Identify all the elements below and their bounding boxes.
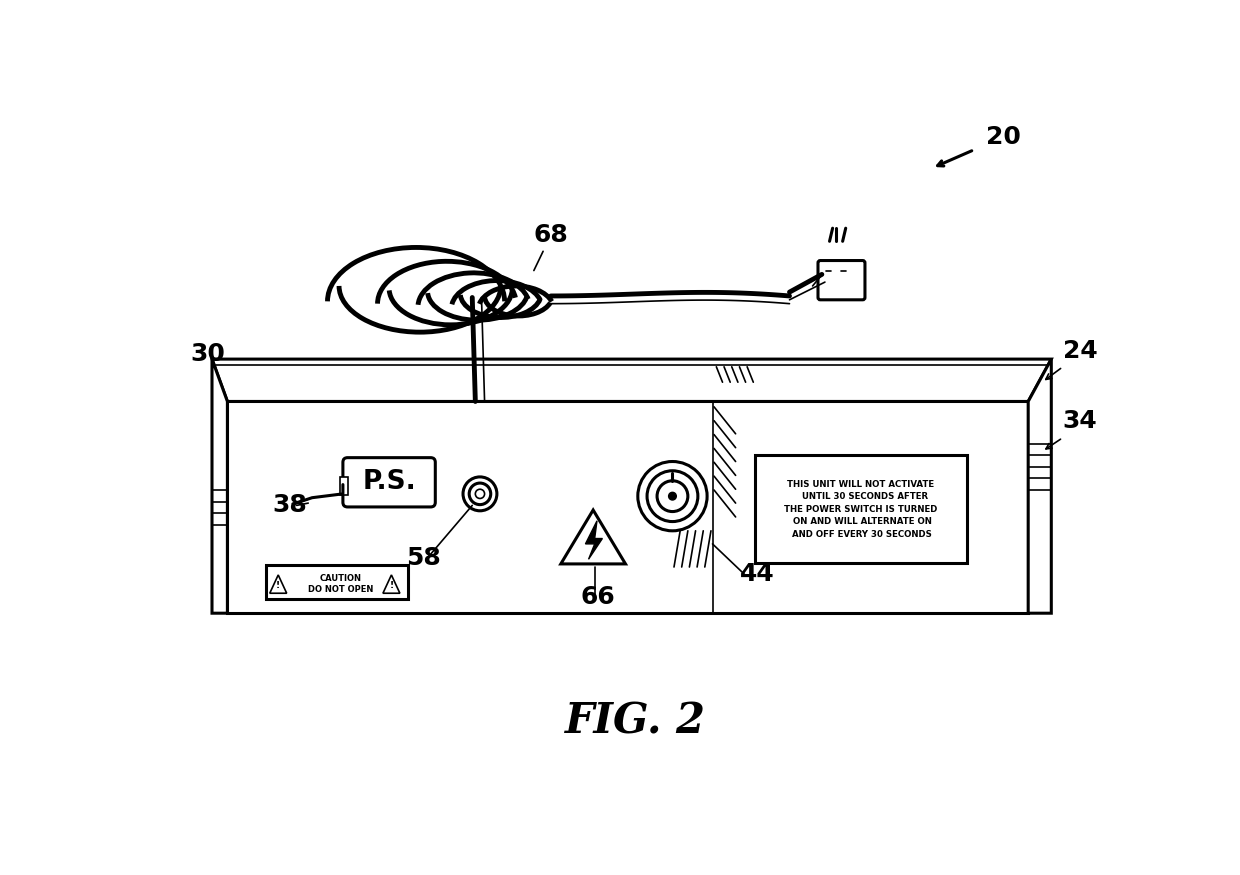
Text: 34: 34 [1063,410,1097,433]
Text: !: ! [389,581,393,590]
Text: 24: 24 [1063,339,1097,362]
Polygon shape [212,359,227,613]
Polygon shape [212,359,1052,402]
Polygon shape [340,477,347,494]
Text: 38: 38 [272,493,306,516]
Text: THIS UNIT WILL NOT ACTIVATE
   UNTIL 30 SECONDS AFTER
THE POWER SWITCH IS TURNED: THIS UNIT WILL NOT ACTIVATE UNTIL 30 SEC… [784,480,937,539]
Circle shape [475,489,485,499]
Polygon shape [227,402,1028,613]
Circle shape [463,477,497,511]
Polygon shape [585,521,603,559]
FancyBboxPatch shape [343,458,435,507]
Text: 20: 20 [986,124,1021,149]
Bar [265,565,408,599]
Bar [755,455,967,564]
Text: 68: 68 [534,223,569,247]
Polygon shape [1028,359,1052,613]
Text: !: ! [277,581,280,590]
Text: 66: 66 [580,585,615,609]
Circle shape [657,480,688,512]
Text: CAUTION
DO NOT OPEN: CAUTION DO NOT OPEN [309,574,373,593]
FancyBboxPatch shape [818,261,866,300]
Circle shape [647,471,698,522]
Circle shape [668,493,676,500]
Circle shape [637,461,707,531]
Text: FIG. 2: FIG. 2 [565,700,706,742]
Circle shape [469,483,491,505]
Text: 30: 30 [191,341,226,366]
Text: 44: 44 [739,562,774,586]
Text: P.S.: P.S. [362,469,415,495]
Text: 58: 58 [405,547,440,570]
